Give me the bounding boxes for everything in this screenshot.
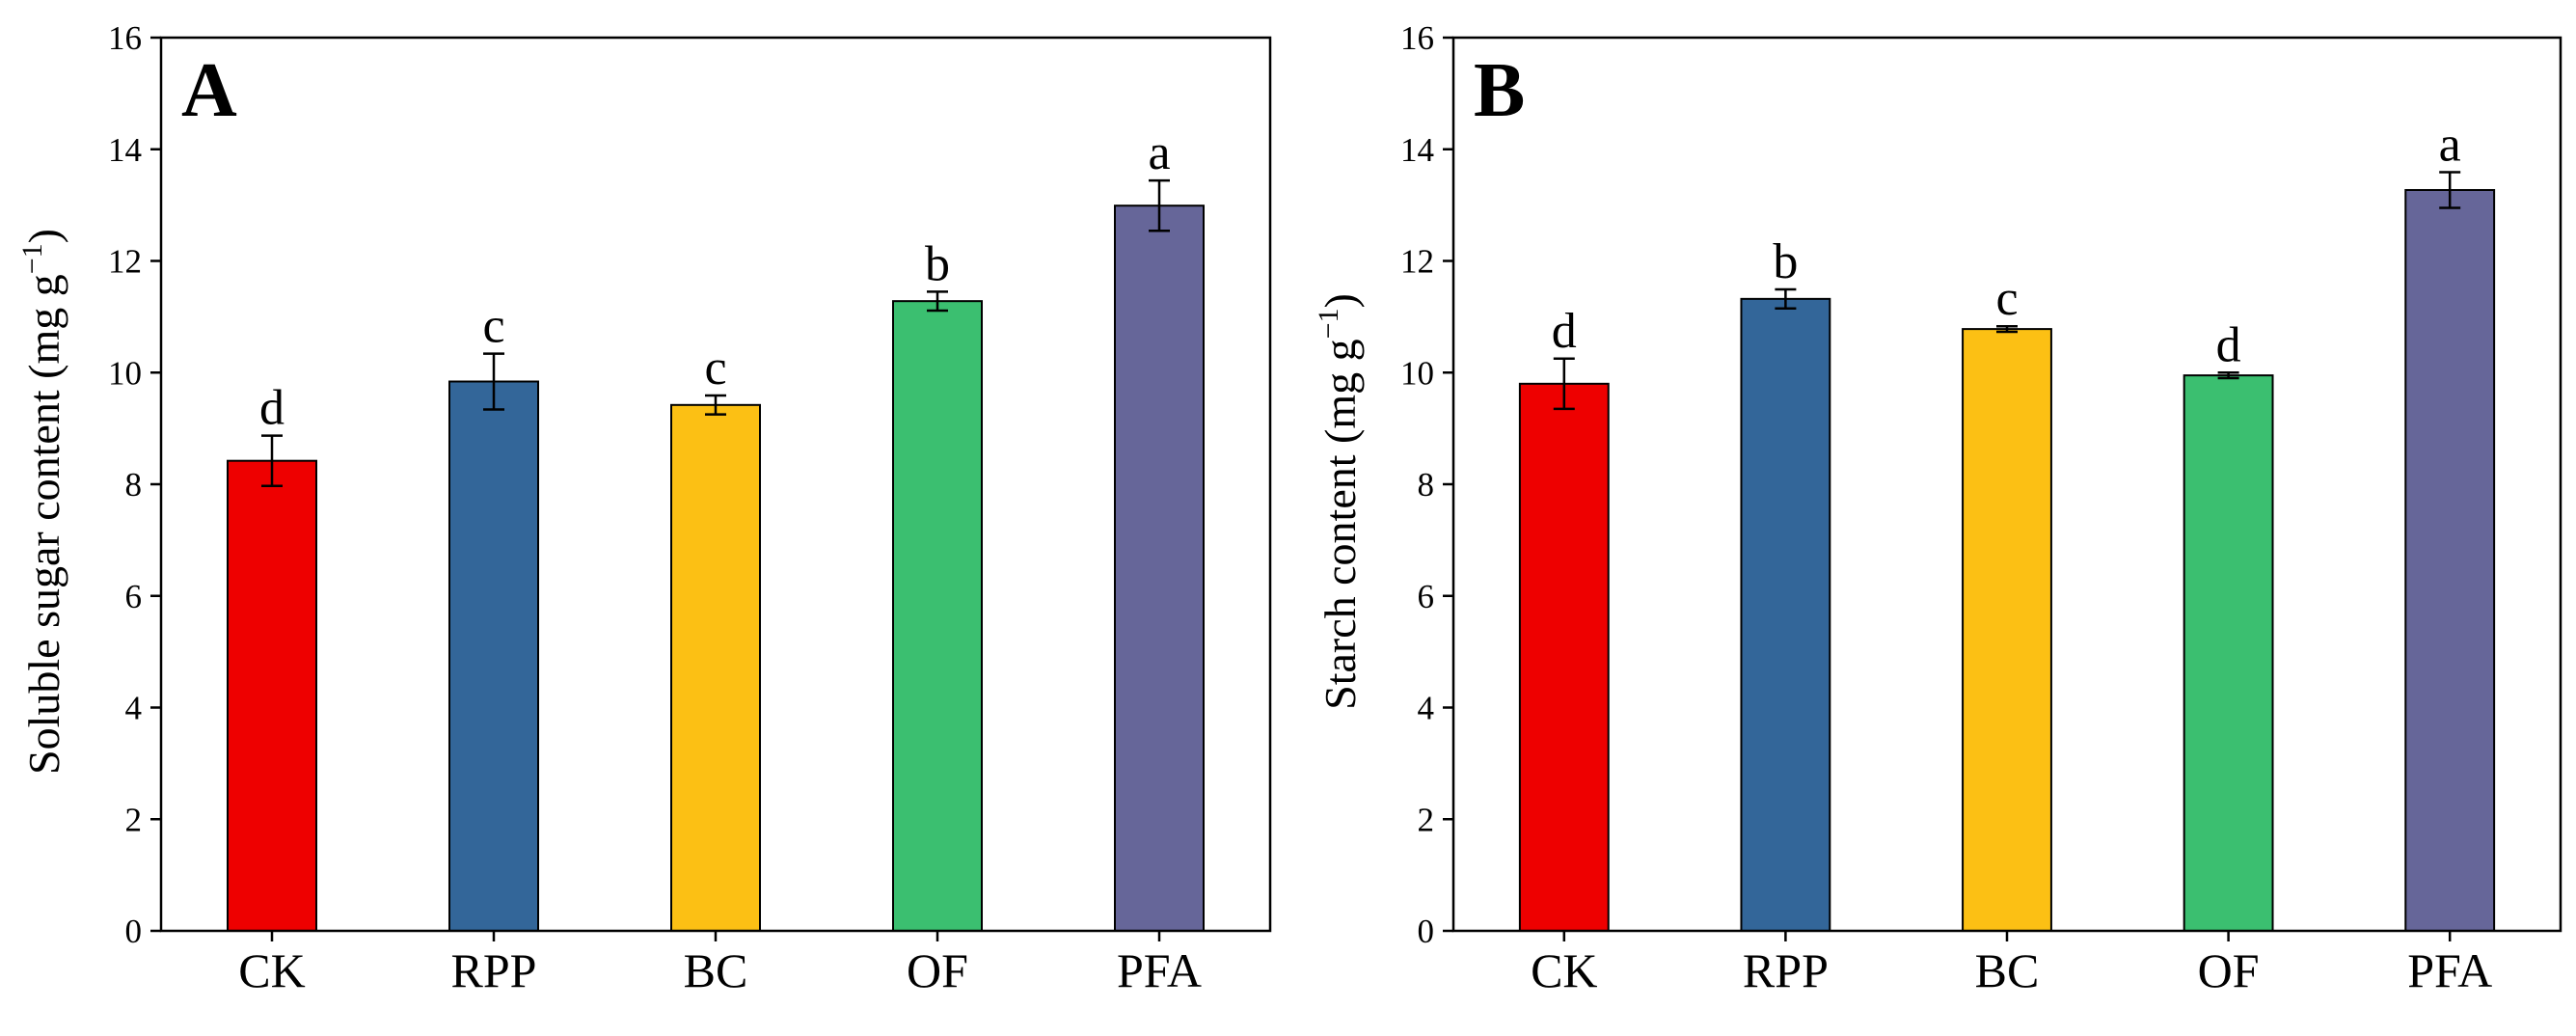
y-tick-label-8: 8 <box>1418 466 1435 504</box>
significance-letter-bc: c <box>704 341 726 395</box>
y-tick-label-0: 0 <box>1418 913 1435 950</box>
y-tick-label-10: 10 <box>108 354 142 392</box>
y-tick-label-4: 4 <box>125 690 143 727</box>
y-tick-label-16: 16 <box>108 19 142 57</box>
y-tick-label-12: 12 <box>108 243 142 281</box>
x-tick-label-pfa: PFA <box>1117 943 1202 997</box>
x-tick-label-pfa: PFA <box>2407 943 2492 997</box>
significance-letter-bc: c <box>1995 271 2018 326</box>
y-tick-label-16: 16 <box>1400 19 1434 57</box>
significance-letter-rpp: b <box>1773 234 1798 289</box>
plot-frame <box>1451 36 2562 933</box>
x-tick-label-bc: BC <box>1975 943 2040 997</box>
x-tick-label-rpp: RPP <box>451 943 537 997</box>
y-tick-label-6: 6 <box>125 578 143 615</box>
y-tick-label-14: 14 <box>108 131 142 169</box>
panel-a: A Soluble sugar content (mg g−1) d CK c RPP… <box>16 19 1272 997</box>
significance-letter-of: d <box>2216 317 2241 372</box>
y-tick-label-14: 14 <box>1400 131 1434 169</box>
bar-bc <box>670 403 761 932</box>
bar-ck <box>227 459 317 932</box>
y-tick-label-0: 0 <box>125 913 143 950</box>
bar-of <box>2183 374 2274 932</box>
y-tick-label-12: 12 <box>1400 243 1434 281</box>
y-tick-label-2: 2 <box>125 801 143 838</box>
significance-letter-ck: d <box>259 381 285 436</box>
plot-frame <box>159 36 1272 933</box>
x-tick-label-of: OF <box>2198 943 2260 997</box>
y-axis-label-b: Starch content (mg g−1) <box>1313 293 1365 710</box>
y-tick-label-8: 8 <box>125 466 143 504</box>
panel-b: B Starch content (mg g−1) d CK b RPP c BC d OF a… <box>1313 19 2562 997</box>
bar-rpp <box>1740 297 1831 933</box>
y-tick-label-2: 2 <box>1418 801 1435 838</box>
significance-letter-of: b <box>925 236 950 291</box>
x-tick-label-rpp: RPP <box>1743 943 1829 997</box>
y-tick-label-6: 6 <box>1418 578 1435 615</box>
y-tick-label-4: 4 <box>1418 690 1435 727</box>
y-tick-label-10: 10 <box>1400 354 1434 392</box>
significance-letter-ck: d <box>1552 304 1577 359</box>
bar-ck <box>1518 382 1610 932</box>
significance-letter-rpp: c <box>482 299 504 354</box>
x-tick-label-of: OF <box>907 943 968 997</box>
bar-of <box>892 300 983 933</box>
x-tick-label-ck: CK <box>1531 943 1597 997</box>
significance-letter-pfa: a <box>2439 117 2461 172</box>
y-axis-label-a: Soluble sugar content (mg g−1) <box>16 229 68 775</box>
x-tick-label-bc: BC <box>684 943 748 997</box>
bar-pfa <box>1114 204 1205 933</box>
panel-label-b: B <box>1474 48 1525 133</box>
significance-letter-pfa: a <box>1148 125 1170 180</box>
bar-pfa <box>2404 188 2496 932</box>
x-tick-label-ck: CK <box>238 943 305 997</box>
bar-bc <box>1962 328 2052 933</box>
panel-label-a: A <box>181 48 237 133</box>
bar-rpp <box>448 380 539 932</box>
